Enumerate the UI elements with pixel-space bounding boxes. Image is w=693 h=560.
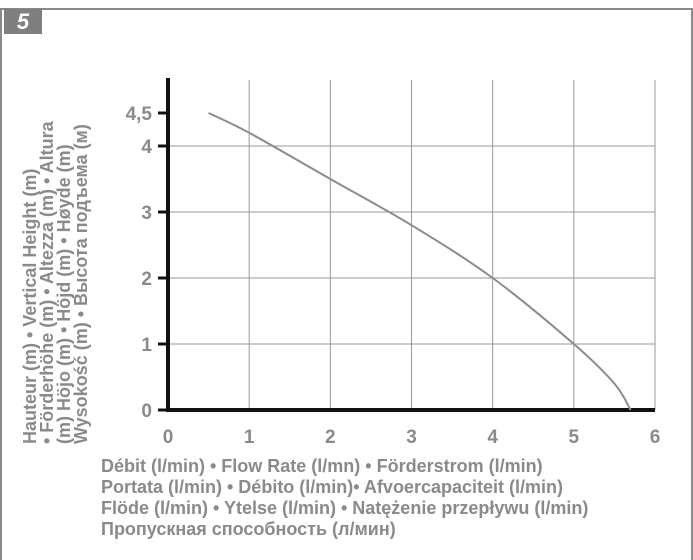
x-axis-label-line-2: Portata (l/min) • Débito (l/min)• Afvoer… [101,477,563,497]
y-tick-label-0: 0 [141,401,152,422]
x-axis-label-line-1: Débit (l/min) • Flow Rate (l/mn) • Förde… [101,456,543,476]
y-tick-label-4: 4 [141,137,152,158]
x-tick-label-3: 3 [406,427,417,448]
y-tick-label-1: 1 [141,335,152,356]
x-tick-label-0: 0 [163,427,174,448]
frame-top-border [0,8,693,10]
x-tick-label-6: 6 [650,427,661,448]
x-tick-label-4: 4 [487,427,498,448]
performance-curve [208,112,632,411]
x-tick-label-2: 2 [325,427,336,448]
frame-right-border [691,8,693,560]
frame-left-border [0,8,2,560]
y-tick-label-5: 4,5 [126,104,153,125]
x-axis-label-line-4: Пропускная способность (л/мин) [101,519,396,539]
x-tick-label-1: 1 [244,427,255,448]
y-tick-label-3: 3 [141,203,152,224]
x-axis-label: Débit (l/min) • Flow Rate (l/mn) • Förde… [101,456,588,540]
y-tick-label-2: 2 [141,269,152,290]
x-axis-label-line-3: Flöde (l/min) • Ytelse (l/min) • Natężen… [101,498,589,518]
x-tick-label-5: 5 [569,427,580,448]
figure-number-badge: 5 [4,9,42,34]
